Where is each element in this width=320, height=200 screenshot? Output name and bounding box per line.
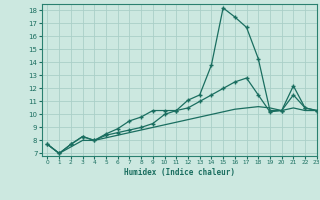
X-axis label: Humidex (Indice chaleur): Humidex (Indice chaleur) [124, 168, 235, 177]
